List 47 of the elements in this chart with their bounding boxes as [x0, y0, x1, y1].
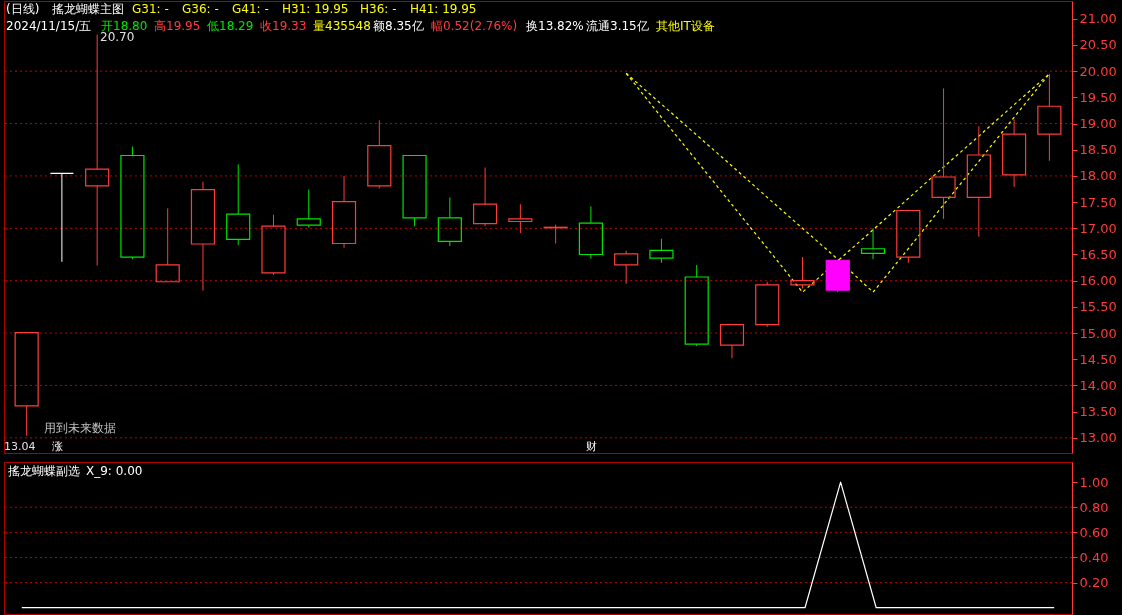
annotation: 用到未来数据 [44, 421, 116, 435]
annotation: 量435548 [313, 19, 371, 33]
annotation: X_9: 0.00 [86, 464, 143, 478]
y-tick-label: 15.00 [1079, 325, 1117, 341]
y-tick-label: 0.40 [1079, 549, 1109, 565]
annotation: 13.04 [4, 440, 36, 453]
y-tick-label: 20.50 [1079, 37, 1117, 53]
annotation: 2024/11/15/五 [6, 19, 92, 33]
annotation: 其他IT设备 [656, 19, 715, 33]
annotation: 流通3.15亿 [586, 19, 649, 33]
y-tick-label: 18.00 [1079, 168, 1117, 184]
y-tick-label: 18.50 [1079, 142, 1117, 158]
annotation: H36: - [360, 2, 397, 16]
annotation: 低18.29 [207, 19, 254, 33]
y-tick-label: 17.50 [1079, 194, 1117, 210]
chart-title: 搖龙蝴蝶副选 [8, 464, 80, 478]
annotation: G41: - [232, 2, 269, 16]
annotation: H41: 19.95 [410, 2, 477, 16]
annotation: G36: - [182, 2, 219, 16]
y-tick-label: 0.80 [1079, 499, 1109, 515]
y-tick-label: 14.50 [1079, 351, 1117, 367]
y-tick-label: 16.50 [1079, 247, 1117, 262]
y-tick-label: 20.00 [1079, 63, 1117, 79]
y-tick-label: 17.00 [1079, 220, 1117, 236]
chart-title: 搖龙蝴蝶主图 [52, 2, 124, 16]
annotation: G31: - [132, 2, 169, 16]
y-tick-label: 19.00 [1079, 116, 1117, 132]
annotation: 换13.82% [526, 19, 584, 33]
annotation: 财 [585, 440, 597, 453]
y-tick-label: 13.50 [1079, 404, 1117, 420]
y-tick-label: 21.00 [1079, 11, 1117, 27]
annotation: 收19.33 [260, 19, 307, 33]
y-tick-label: 19.50 [1079, 89, 1117, 105]
annotation: 额8.35亿 [373, 19, 424, 33]
annotation: 涨 [51, 440, 63, 453]
annotation: (日线) [6, 2, 40, 16]
y-tick-label: 1.00 [1079, 474, 1109, 490]
y-tick-label: 0.60 [1079, 524, 1109, 540]
y-tick-label: 14.00 [1079, 377, 1117, 393]
annotation: 幅0.52(2.76%) [431, 19, 518, 33]
y-tick-label: 16.00 [1079, 273, 1117, 289]
annotation: H31: 19.95 [282, 2, 349, 16]
y-tick-label: 13.00 [1079, 430, 1117, 446]
annotation: 开18.80 [101, 19, 148, 33]
y-tick-label: 0.20 [1079, 575, 1109, 591]
y-tick-label: 15.50 [1079, 299, 1117, 315]
annotation: 高19.95 [154, 19, 201, 33]
